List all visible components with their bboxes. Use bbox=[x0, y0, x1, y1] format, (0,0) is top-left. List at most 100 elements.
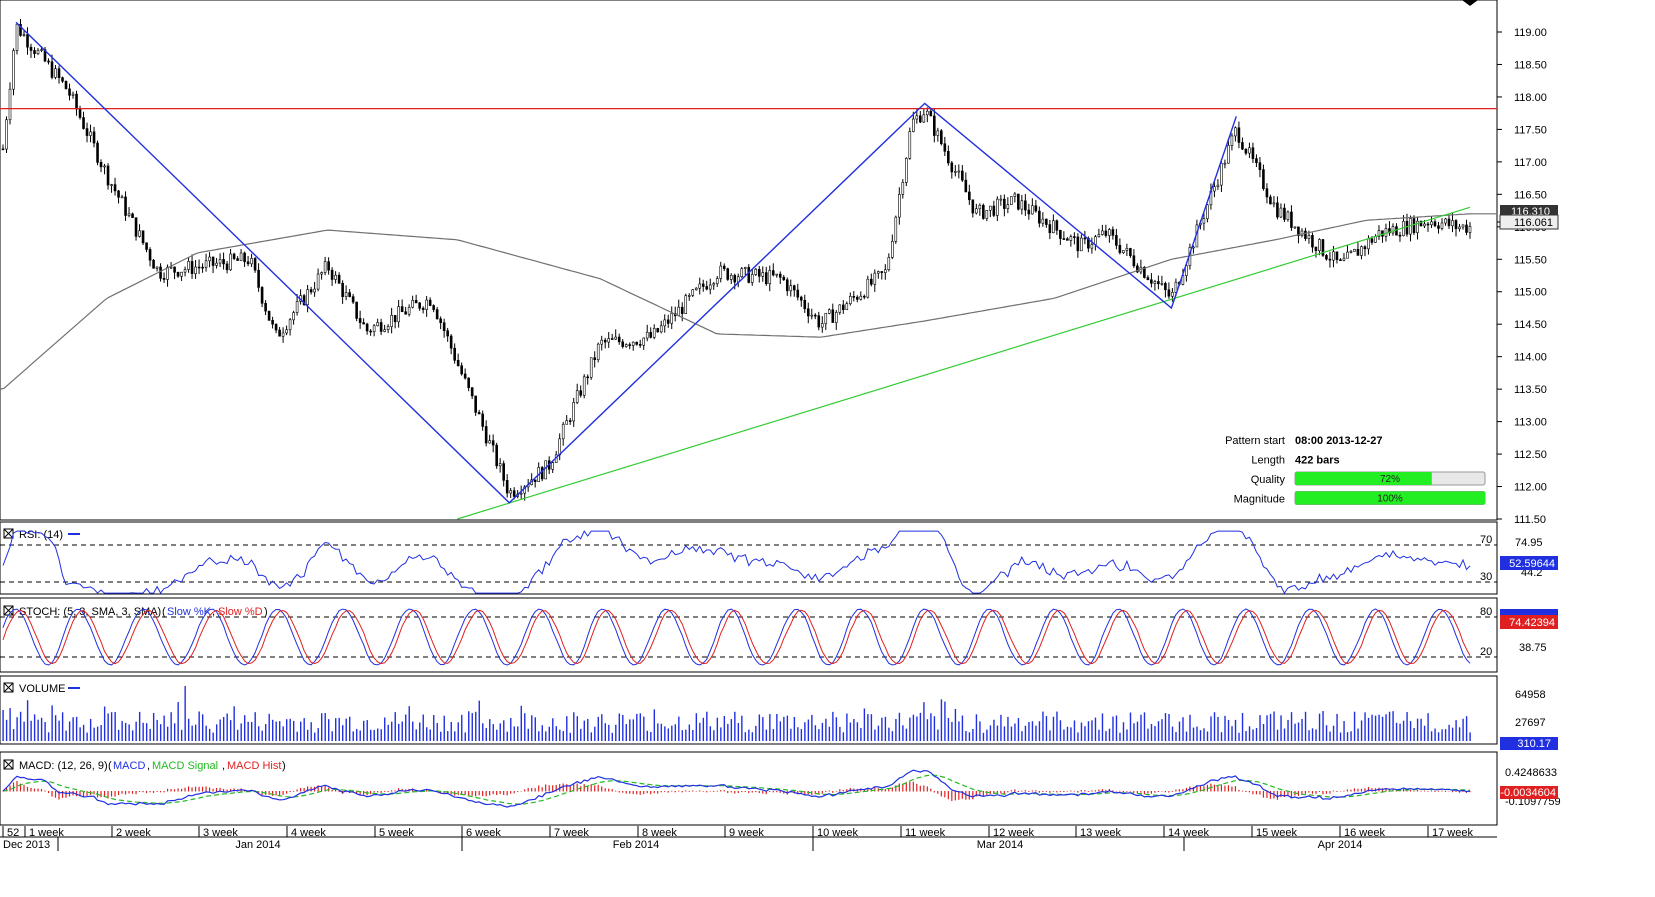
macd-hist-bar bbox=[103, 791, 106, 798]
candle bbox=[761, 266, 765, 282]
macd-hist-bar bbox=[685, 790, 687, 792]
volume-bar bbox=[254, 712, 256, 741]
volume-bar bbox=[926, 719, 929, 741]
macd-hist-bar bbox=[898, 783, 900, 792]
volume-bar bbox=[198, 711, 200, 741]
volume-bar bbox=[292, 720, 295, 741]
volume-bar bbox=[1353, 711, 1356, 741]
macd-hist-bar bbox=[937, 791, 939, 794]
price-tick-label: 113.50 bbox=[1514, 384, 1547, 396]
info-label: Length bbox=[1251, 455, 1285, 467]
macd-hist-bar bbox=[940, 791, 942, 797]
candle bbox=[134, 217, 138, 241]
volume-bar bbox=[898, 712, 901, 741]
macd-hist-bar bbox=[1287, 791, 1289, 796]
price-tick-label: 115.00 bbox=[1514, 287, 1547, 299]
macd-toggle-icon[interactable] bbox=[3, 759, 14, 770]
candle bbox=[820, 316, 824, 333]
macd-hist-bar bbox=[548, 785, 550, 792]
volume-bar bbox=[422, 714, 424, 741]
rsi-toggle-icon[interactable] bbox=[3, 528, 14, 539]
volume-bar bbox=[1465, 716, 1468, 741]
macd-hist-bar bbox=[1322, 791, 1324, 795]
macd-hist-bar bbox=[275, 791, 277, 796]
stoch-toggle-icon[interactable] bbox=[3, 605, 14, 616]
info-value: 08:00 2013-12-27 bbox=[1295, 435, 1382, 447]
candle bbox=[582, 374, 586, 399]
macd-hist-bar bbox=[1133, 791, 1135, 793]
candle bbox=[803, 294, 807, 313]
candle bbox=[1346, 245, 1349, 259]
macd-hist-bar bbox=[1234, 786, 1237, 792]
candle bbox=[1339, 258, 1342, 261]
volume-toggle-icon[interactable] bbox=[3, 682, 14, 693]
candle bbox=[687, 293, 691, 301]
candle bbox=[747, 264, 751, 284]
macd-hist-bar bbox=[702, 791, 704, 792]
volume-bar bbox=[1441, 729, 1443, 741]
volume-bar bbox=[699, 722, 701, 741]
macd-hist-bar bbox=[152, 791, 155, 793]
month-label: Dec 2013 bbox=[3, 839, 50, 851]
macd-hist-bar bbox=[26, 786, 29, 792]
candle bbox=[33, 47, 36, 59]
candle bbox=[341, 280, 344, 304]
candle bbox=[1045, 218, 1048, 228]
svg-text:): ) bbox=[264, 606, 268, 618]
macd-hist-bar bbox=[846, 789, 848, 792]
volume-bar bbox=[870, 714, 873, 741]
candle bbox=[1206, 204, 1209, 223]
macd-hist-bar bbox=[485, 791, 487, 797]
macd-hist-bar bbox=[1003, 791, 1005, 794]
candle bbox=[691, 288, 695, 298]
week-label: 2 week bbox=[116, 827, 151, 839]
volume-bar bbox=[1024, 725, 1027, 741]
volume-bar bbox=[1063, 729, 1065, 741]
macd-hist-bar bbox=[16, 781, 18, 792]
volume-bar bbox=[110, 712, 113, 741]
macd-hist-bar bbox=[212, 788, 214, 792]
candle bbox=[628, 342, 632, 350]
candle bbox=[1349, 249, 1353, 254]
collapse-arrow-icon[interactable] bbox=[1462, 0, 1478, 6]
volume-bar bbox=[5, 719, 8, 741]
volume-bar bbox=[282, 726, 284, 741]
macd-hist-bar bbox=[1252, 791, 1254, 795]
volume-bar bbox=[888, 727, 890, 741]
volume-bar bbox=[1133, 723, 1135, 741]
volume-bar bbox=[475, 711, 477, 741]
candle bbox=[719, 261, 723, 283]
volume-bar bbox=[1108, 728, 1111, 741]
volume-bar bbox=[1203, 728, 1205, 741]
volume-bar bbox=[1084, 726, 1086, 741]
price-tick-label: 116.50 bbox=[1514, 189, 1547, 201]
week-label: 12 week bbox=[993, 827, 1034, 839]
macd-hist-bar bbox=[229, 788, 232, 792]
volume-panel: VOLUME 64958 27697 310.17 bbox=[0, 675, 1558, 750]
macd-hist-bar bbox=[47, 791, 50, 794]
volume-bar bbox=[559, 729, 561, 741]
volume-bar bbox=[219, 719, 221, 741]
volume-bar bbox=[755, 725, 757, 741]
volume-bar bbox=[1091, 720, 1093, 741]
macd-hist-bar bbox=[1245, 791, 1247, 793]
macd-hist-bar bbox=[338, 791, 340, 793]
candle bbox=[978, 203, 982, 216]
candle bbox=[848, 292, 852, 306]
candle bbox=[1003, 194, 1006, 217]
volume-bar bbox=[1168, 713, 1170, 741]
candle bbox=[344, 285, 348, 301]
candle bbox=[1433, 219, 1437, 228]
volume-bar bbox=[702, 717, 705, 741]
macd-hist-bar bbox=[604, 788, 606, 792]
volume-bar bbox=[646, 730, 649, 741]
macd-hist-bar bbox=[667, 791, 669, 793]
candle bbox=[866, 275, 870, 299]
candle bbox=[376, 318, 379, 327]
macd-hist-bar bbox=[156, 791, 158, 792]
macd-hist-bar bbox=[1280, 791, 1282, 798]
volume-bar bbox=[450, 721, 452, 741]
volume-bar bbox=[534, 717, 536, 741]
volume-bar bbox=[243, 715, 246, 741]
volume-bar bbox=[811, 714, 813, 741]
